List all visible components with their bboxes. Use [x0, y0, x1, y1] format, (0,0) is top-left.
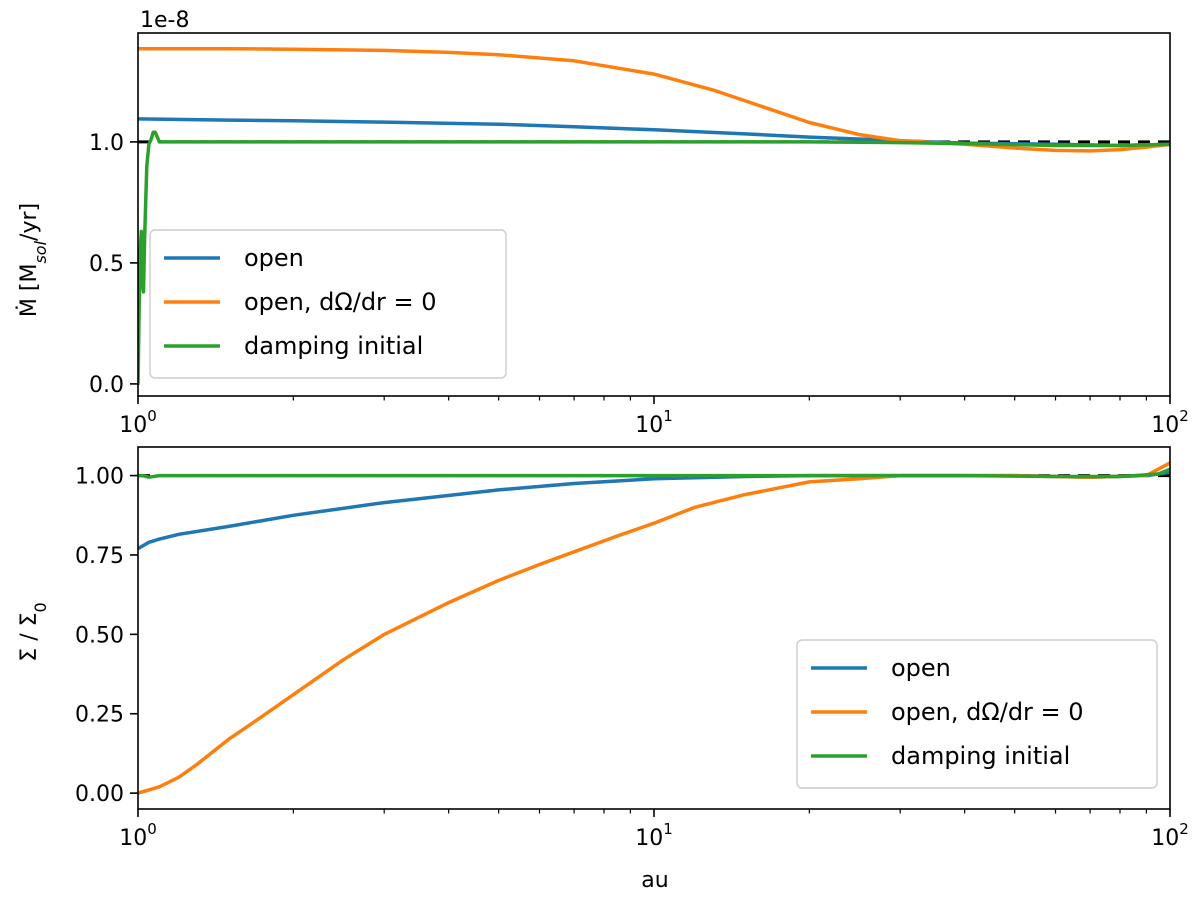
- top-panel: 100 101 102 0.0 0.5 1.0 1e-8 Ṁ [Msol/yr] open…: [16, 8, 1189, 438]
- top-y-tick-label: 0.0: [89, 373, 124, 398]
- bottom-panel-axes: 100 101 102 0.00 0.25 0.50 0.75 1.00: [75, 446, 1189, 851]
- bottom-series-line-2: [138, 467, 1170, 479]
- top-offset-text: 1e-8: [140, 8, 189, 33]
- bottom-y-tick-label: 0.25: [75, 703, 124, 728]
- top-legend: open open, dΩ/dr = 0 damping initial: [149, 229, 507, 379]
- top-y-tick-label: 0.5: [89, 252, 124, 277]
- bottom-legend-label: open: [891, 654, 951, 682]
- bottom-y-tick-label: 0.50: [75, 623, 124, 648]
- bottom-y-tick-label: 1.00: [75, 465, 124, 490]
- top-x-tick-label: 101: [635, 407, 673, 438]
- bottom-panel-series: [138, 461, 1170, 795]
- bottom-y-tick-label: 0.00: [75, 782, 124, 807]
- bottom-x-tick-label: 101: [635, 820, 673, 851]
- top-legend-label: open: [244, 244, 304, 272]
- bottom-legend-label: damping initial: [891, 742, 1070, 770]
- top-series-line-1: [138, 46, 1170, 153]
- top-legend-label: damping initial: [244, 332, 423, 360]
- bottom-y-tick-label: 0.75: [75, 544, 124, 569]
- top-y-tick-label: 1.0: [89, 131, 124, 156]
- bottom-y-axis-label: Σ / Σ0: [17, 602, 50, 661]
- top-panel-axes: 100 101 102 0.0 0.5 1.0: [89, 32, 1189, 438]
- bottom-legend: open open, dΩ/dr = 0 damping initial: [796, 639, 1158, 789]
- top-series-line-2: [138, 130, 1170, 386]
- bottom-legend-box: [796, 639, 1158, 789]
- top-x-tick-label: 102: [1151, 407, 1189, 438]
- top-legend-box: [149, 229, 507, 379]
- top-legend-label: open, dΩ/dr = 0: [244, 288, 437, 316]
- top-y-axis-label: Ṁ [Msol/yr]: [16, 203, 50, 317]
- bottom-x-tick-label: 102: [1151, 820, 1189, 851]
- top-x-tick-label: 100: [119, 407, 157, 438]
- bottom-x-tick-label: 100: [119, 820, 157, 851]
- bottom-legend-label: open, dΩ/dr = 0: [891, 698, 1084, 726]
- bottom-x-axis-label: au: [641, 868, 668, 893]
- top-panel-series: [138, 46, 1170, 386]
